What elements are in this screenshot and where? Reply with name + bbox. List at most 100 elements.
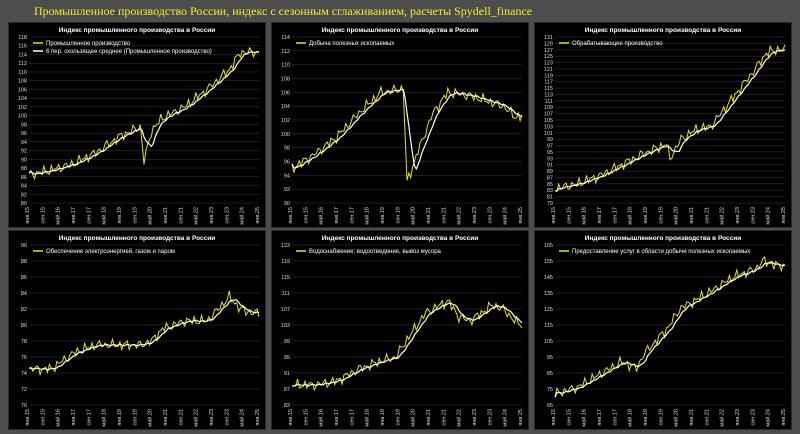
y-tick-label: 88 [21, 259, 27, 265]
y-tick-label: 72 [21, 387, 27, 393]
x-tick-label: сен.19 [132, 409, 138, 426]
x-tick-label: май.18 [627, 409, 634, 427]
chart-title: Индекс промышленного производства в Росс… [59, 27, 216, 34]
x-tick-label: сен.15 [303, 409, 309, 426]
y-tick-label: 135 [544, 291, 553, 297]
x-tick-label: сен.17 [612, 207, 618, 224]
y-tick-label: 80 [21, 323, 27, 329]
x-tick-label: сен.15 [40, 207, 46, 224]
x-tick-label: янв.17 [334, 409, 340, 426]
x-tick-label: май.24 [502, 409, 509, 427]
legend-label: Обрабатывающее производство [572, 41, 663, 47]
series-moving-average-line [28, 299, 260, 371]
y-tick-label: 96 [21, 131, 27, 137]
y-tick-label: 165 [544, 243, 553, 249]
y-tick-label: 80 [21, 201, 27, 207]
y-tick-label: 94 [21, 140, 27, 146]
x-tick-label: янв.15 [288, 207, 294, 224]
x-tick-label: янв.15 [25, 409, 31, 426]
y-tick-label: 74 [21, 371, 27, 377]
legend-label: Предоставление услуг в области добычи по… [572, 249, 750, 255]
y-tick-label: 113 [544, 92, 553, 98]
y-tick-label: 87 [547, 175, 553, 181]
x-tick-label: сен.17 [612, 409, 618, 426]
y-tick-label: 104 [281, 104, 290, 110]
y-tick-label: 110 [281, 63, 290, 69]
x-tick-label: янв.17 [597, 207, 603, 224]
y-tick-label: 99 [284, 339, 290, 345]
x-tick-label: сен.21 [441, 207, 447, 224]
legend-label: Добыча полезных ископаемых [309, 41, 394, 47]
x-tick-label: янв.25 [518, 207, 524, 224]
x-tick-label: май.24 [239, 409, 246, 427]
x-tick-label: сен.21 [704, 207, 710, 224]
x-tick-label: май.20 [410, 207, 417, 225]
y-tick-label: 105 [544, 118, 553, 124]
y-tick-label: 108 [18, 79, 27, 85]
chart-svg-mining: Индекс промышленного производства в Росс… [281, 27, 524, 225]
x-tick-label: май.18 [364, 207, 371, 225]
y-tick-label: 84 [21, 291, 27, 297]
y-tick-label: 125 [544, 54, 553, 60]
series-raw-line [28, 46, 260, 181]
x-tick-label: май.20 [673, 409, 680, 427]
x-tick-label: май.24 [765, 207, 772, 225]
x-tick-label: май.22 [193, 409, 200, 427]
x-tick-label: янв.15 [551, 409, 557, 426]
x-tick-label: май.16 [55, 409, 62, 427]
y-tick-label: 85 [547, 371, 553, 377]
y-tick-label: 84 [21, 184, 27, 190]
y-tick-label: 86 [21, 175, 27, 181]
x-tick-label: янв.17 [597, 409, 603, 426]
x-tick-label: сен.17 [86, 207, 92, 224]
x-tick-label: май.22 [193, 207, 200, 225]
chart-svg-manufacturing: Индекс промышленного производства в Росс… [544, 27, 787, 225]
y-tick-label: 155 [544, 259, 553, 265]
x-tick-label: янв.15 [25, 207, 31, 224]
y-tick-label: 110 [18, 70, 27, 76]
x-tick-label: янв.23 [209, 207, 215, 224]
y-tick-label: 88 [21, 166, 27, 172]
x-tick-label: сен.23 [487, 207, 493, 224]
x-tick-label: янв.23 [472, 207, 478, 224]
y-tick-label: 115 [544, 86, 553, 92]
legend-label: Промышленное производство [46, 41, 131, 47]
y-tick-label: 119 [544, 73, 553, 79]
x-tick-label: май.18 [101, 409, 108, 427]
x-tick-label: сен.23 [224, 409, 230, 426]
series-moving-average-line [291, 302, 523, 387]
y-tick-label: 89 [547, 169, 553, 175]
x-tick-label: сен.23 [750, 207, 756, 224]
x-tick-label: янв.25 [255, 409, 261, 426]
x-tick-label: май.22 [719, 207, 726, 225]
x-tick-label: май.24 [239, 207, 246, 225]
y-tick-label: 102 [18, 105, 27, 111]
x-tick-label: май.24 [765, 409, 772, 427]
x-tick-label: янв.21 [426, 207, 432, 224]
chart-title: Индекс промышленного производства в Росс… [322, 235, 479, 242]
x-tick-label: май.18 [364, 409, 371, 427]
y-tick-label: 123 [281, 243, 290, 249]
x-tick-label: янв.15 [551, 207, 557, 224]
y-tick-label: 145 [544, 275, 553, 281]
chart-panel-industrial: Индекс промышленного производства в Росс… [8, 22, 266, 228]
x-tick-label: сен.19 [395, 409, 401, 426]
x-tick-label: сен.15 [566, 409, 572, 426]
y-tick-label: 93 [547, 156, 553, 162]
y-tick-label: 96 [284, 160, 290, 166]
chart-panel-manufacturing: Индекс промышленного производства в Росс… [534, 22, 792, 228]
y-tick-label: 82 [21, 192, 27, 198]
chart-title: Индекс промышленного производства в Росс… [585, 27, 742, 34]
y-tick-label: 98 [21, 122, 27, 128]
x-tick-label: янв.21 [163, 409, 169, 426]
y-tick-label: 111 [282, 291, 290, 297]
x-tick-label: сен.23 [750, 409, 756, 426]
y-tick-label: 101 [544, 131, 553, 137]
y-tick-label: 90 [21, 157, 27, 163]
x-tick-label: янв.25 [518, 409, 524, 426]
y-tick-label: 91 [547, 163, 553, 169]
y-tick-label: 103 [281, 323, 290, 329]
x-tick-label: янв.21 [689, 207, 695, 224]
y-tick-label: 79 [547, 201, 553, 207]
y-tick-label: 90 [284, 201, 290, 207]
